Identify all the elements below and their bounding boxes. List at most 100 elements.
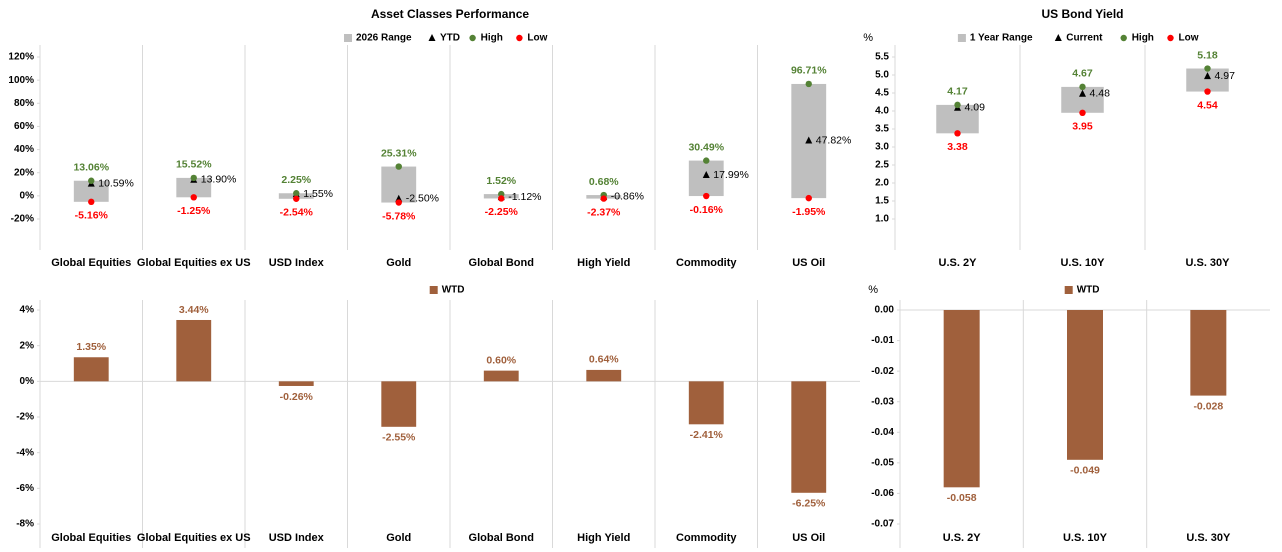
y-tick-label: 4% — [20, 305, 35, 316]
value-label: 10.59% — [98, 177, 134, 189]
y-tick-label: 60% — [14, 121, 34, 132]
point — [293, 190, 300, 197]
x-tick-label: Global Bond — [469, 257, 534, 269]
point — [88, 198, 95, 206]
legend-label: YTD — [440, 33, 460, 44]
y-axis-label: % — [863, 32, 873, 44]
value-label: 3.44% — [179, 304, 209, 316]
bar — [688, 381, 724, 425]
range-bar — [1186, 68, 1229, 92]
legend-swatch — [344, 34, 352, 42]
y-tick-label: -0.07 — [871, 519, 894, 530]
x-tick-label: USD Index — [269, 257, 325, 269]
value-label: 0.68% — [589, 176, 619, 188]
x-tick-label: U.S. 30Y — [1186, 532, 1231, 544]
y-tick-label: -6% — [16, 483, 34, 494]
value-label: -0.058 — [947, 492, 977, 504]
y-tick-label: -0.05 — [871, 457, 894, 468]
value-label: 4.09 — [965, 102, 986, 114]
range-bar — [73, 180, 109, 202]
y-tick-label: 80% — [14, 98, 34, 109]
value-label: 1.35% — [76, 341, 106, 353]
value-label: -2.55% — [382, 432, 416, 444]
bar — [586, 369, 622, 382]
value-label: 47.82% — [816, 134, 852, 146]
bar — [278, 381, 314, 386]
bar — [791, 381, 827, 493]
bar — [1190, 310, 1227, 396]
value-label: -0.86% — [611, 191, 644, 203]
range-bar — [176, 177, 212, 198]
y-tick-label: 100% — [8, 75, 34, 86]
x-tick-label: Global Equities ex US — [137, 532, 251, 544]
bar — [483, 370, 519, 382]
value-label: 4.17 — [947, 86, 968, 98]
value-label: 25.31% — [381, 147, 417, 159]
x-tick-label: U.S. 30Y — [1185, 257, 1230, 269]
legend-label: 2026 Range — [356, 33, 412, 44]
x-tick-label: Gold — [386, 532, 411, 544]
legend-swatch — [1167, 34, 1174, 42]
legend-label: WTD — [442, 285, 465, 296]
value-label: 3.38 — [947, 141, 968, 153]
point — [1079, 89, 1086, 97]
y-tick-label: 0% — [20, 190, 35, 201]
chart-title: US Bond Yield — [1041, 7, 1123, 21]
value-label: 30.49% — [688, 141, 724, 153]
x-tick-label: US Oil — [792, 257, 825, 269]
y-tick-label: 2.5 — [875, 160, 889, 171]
legend-label: WTD — [1077, 285, 1100, 296]
point — [88, 177, 95, 184]
bar — [943, 310, 980, 488]
y-tick-label: -2% — [16, 412, 34, 423]
value-label: -1.12% — [508, 191, 541, 203]
value-label: -0.26% — [280, 391, 314, 403]
y-tick-label: 120% — [8, 52, 34, 63]
value-label: 1.52% — [486, 175, 516, 187]
x-tick-label: Commodity — [676, 257, 737, 269]
point — [293, 195, 300, 202]
value-label: -0.16% — [690, 204, 724, 216]
y-tick-label: -0.03 — [871, 396, 894, 407]
point — [703, 192, 710, 200]
value-label: 5.18 — [1197, 49, 1218, 61]
value-label: 0.64% — [589, 354, 619, 366]
legend-swatch — [469, 34, 476, 42]
point — [702, 171, 710, 179]
y-tick-label: 2% — [20, 340, 35, 351]
point — [1079, 83, 1086, 91]
legend-swatch — [428, 34, 436, 41]
x-tick-label: High Yield — [577, 532, 630, 544]
value-label: 17.99% — [713, 169, 749, 181]
y-tick-label: 1.5 — [875, 196, 889, 207]
point — [954, 130, 961, 137]
point — [1079, 109, 1086, 117]
legend-swatch — [1054, 34, 1062, 41]
value-label: -0.049 — [1070, 465, 1100, 477]
point — [1204, 72, 1211, 80]
x-tick-label: Global Equities ex US — [137, 257, 251, 269]
legend-swatch — [516, 34, 523, 42]
y-tick-label: -0.06 — [871, 488, 894, 499]
point — [190, 174, 197, 182]
point — [395, 163, 402, 170]
x-tick-label: US Oil — [792, 532, 825, 544]
bar — [1067, 310, 1103, 460]
value-label: 4.67 — [1072, 68, 1093, 80]
value-label: 0.60% — [486, 354, 516, 366]
y-tick-label: 0% — [20, 376, 35, 387]
x-tick-label: Gold — [386, 257, 411, 269]
value-label: -1.95% — [792, 206, 826, 218]
point — [1204, 65, 1211, 72]
value-label: -5.16% — [75, 210, 109, 222]
value-label: 13.06% — [73, 162, 109, 174]
bar — [381, 381, 417, 427]
x-tick-label: High Yield — [577, 257, 630, 269]
chart-title: Asset Classes Performance — [371, 7, 529, 21]
y-tick-label: -0.01 — [871, 335, 894, 346]
y-tick-label: -4% — [16, 447, 34, 458]
y-tick-label: -0.04 — [871, 427, 894, 438]
legend-label: 1 Year Range — [970, 33, 1033, 44]
legend-label: Current — [1066, 33, 1103, 44]
